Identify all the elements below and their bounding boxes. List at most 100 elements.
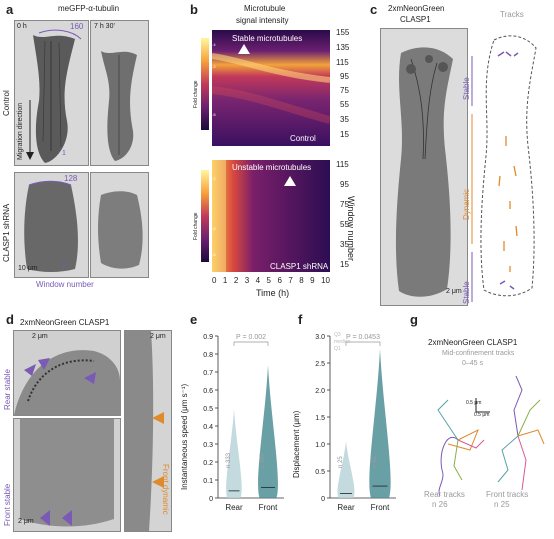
window-number-label: Window number	[36, 280, 94, 289]
y-tick-label: 3.0	[315, 334, 325, 341]
top-cbar-tick-0: 1.4	[210, 42, 216, 47]
panel-e-label: e	[190, 312, 198, 327]
time-right: 7 h 30'	[94, 23, 115, 30]
x-category-label: Front	[259, 503, 278, 512]
n-rear-text: n 333	[226, 452, 232, 468]
scale-y-label: 0.5 μm	[466, 400, 482, 406]
violin-shape	[369, 348, 391, 498]
migration-arrow-icon	[26, 100, 34, 160]
n-front-text: n 848	[260, 452, 266, 468]
legend-q3: Q3	[334, 332, 341, 338]
rear-tracks-label: Rear tracks	[424, 490, 465, 499]
window-128: 128	[64, 174, 78, 183]
window-1b: 1	[62, 262, 66, 269]
window-160: 160	[70, 22, 84, 31]
y-tick-label: 1.0	[315, 442, 325, 449]
top-ytick-5: 55	[340, 100, 349, 109]
panel-g-title: 2xmNeonGreen CLASP1	[428, 338, 518, 347]
bottom-ytick-0: 115	[336, 160, 349, 169]
colorbar-label-top: Fold change	[193, 80, 199, 108]
panel-c-scale-bar: 2 μm	[446, 288, 462, 295]
y-tick-label: 2.5	[315, 361, 325, 368]
y-tick-label: 1.5	[315, 415, 325, 422]
migration-direction-label: Migration direction	[17, 102, 24, 160]
xtick-5: 5	[266, 276, 271, 285]
x-category-label: Rear	[337, 503, 355, 512]
control-cell-7h	[90, 20, 149, 166]
top-ytick-4: 75	[340, 86, 349, 95]
shrna-tag: CLASP1 shRNA	[270, 262, 329, 271]
xtick-8: 8	[299, 276, 304, 285]
xtick-0: 0	[212, 276, 217, 285]
n-rear-text: n 25	[338, 456, 344, 468]
x-category-label: Front	[371, 503, 390, 512]
bottom-ytick-2: 75	[340, 200, 349, 209]
tracks-outline	[480, 35, 537, 297]
stable-arrowhead-icon	[238, 44, 250, 54]
p-value-text: P = 0.0453	[346, 334, 380, 341]
panel-g-label: g	[410, 312, 418, 327]
y-tick-label: 2.0	[315, 388, 325, 395]
displacement-violin-chart: 0 0.5 1.0 1.5 2.0 2.5 3.0 Rear Front P = 0.0453 n…	[315, 332, 396, 512]
xtick-10: 10	[321, 276, 330, 285]
speed-violin-chart: 0 0.1 0.2 0.3 0.4 0.5 0.6 0.7 0.8 0.9 Rear Front P …	[203, 334, 284, 512]
panel-g-subtitle-1: Mid-confinement tracks	[442, 350, 515, 357]
violin-shape	[258, 365, 278, 498]
shrna-colorbar	[201, 170, 209, 262]
panel-d-title: 2xmNeonGreen CLASP1	[20, 318, 110, 327]
xtick-4: 4	[255, 276, 261, 285]
top-cbar-tick-3: 0.8	[210, 112, 216, 117]
colorbar-label-bottom: Fold change	[193, 212, 199, 240]
p-value-bracket	[345, 341, 381, 346]
front-stable-arrowheads	[40, 510, 72, 526]
displacement-y-axis-label: Displacement (μm)	[292, 410, 301, 478]
panel-d-scale-bar-1: 2 μm	[32, 333, 48, 340]
violin-shape	[226, 408, 242, 498]
front-dynamic-arrowheads	[152, 412, 164, 488]
xtick-9: 9	[310, 276, 315, 285]
bottom-ytick-1: 95	[340, 180, 349, 189]
front-dynamic-label: Front dynamic	[161, 464, 170, 515]
panel-g-subtitle-2: 0–45 s	[462, 360, 484, 367]
bottom-ytick-3: 55	[340, 220, 349, 229]
panel-a-title: meGFP-α-tubulin	[58, 4, 120, 13]
control-tag: Control	[290, 134, 316, 143]
shrna-kymograph	[212, 160, 330, 272]
front-stable-label: Front stable	[3, 483, 12, 526]
top-ytick-1: 135	[336, 43, 350, 52]
panel-b-label: b	[190, 2, 198, 17]
xtick-3: 3	[244, 276, 250, 285]
y-tick-label: 0.5	[315, 469, 325, 476]
xtick-7: 7	[288, 276, 293, 285]
panel-b-title-1: Microtubule	[244, 4, 286, 13]
control-kymograph	[212, 30, 330, 146]
rear-stable-label: Rear stable	[3, 369, 12, 410]
panel-d-scale-bar-3: 2 μm	[150, 333, 166, 340]
control-row-label: Control	[2, 90, 11, 116]
front-tracks-n: n 25	[494, 500, 510, 509]
top-cbar-tick-2: 1	[210, 88, 213, 93]
tracks-title: Tracks	[500, 10, 524, 19]
panel-b-xticks: 0 1 2 3 4 5 6 7 8 9 10	[212, 276, 330, 285]
panel-c-title-1: 2xmNeonGreen	[388, 4, 445, 13]
y-tick-label: 0.1	[203, 478, 213, 485]
top-ytick-3: 95	[340, 72, 349, 81]
time-left: 0 h	[17, 23, 27, 30]
front-dynamic-image	[124, 330, 172, 532]
legend-median: median	[334, 339, 351, 345]
p-value-bracket	[233, 341, 269, 346]
window-1a: 1	[62, 150, 66, 157]
xtick-1: 1	[222, 276, 228, 285]
p-value-text: P = 0.002	[236, 334, 266, 341]
rear-tracks-n: n 26	[432, 500, 448, 509]
region-brackets	[471, 56, 473, 302]
bottom-cbar-tick-0: 1.2	[210, 176, 216, 181]
clasp1-cell-image	[380, 28, 468, 306]
y-tick-label: 0.2	[203, 460, 213, 467]
y-tick-label: 0	[209, 496, 213, 503]
panel-a-scale-bar: 10 μm	[18, 265, 38, 272]
xtick-6: 6	[277, 276, 282, 285]
bottom-cbar-tick-1: 1	[210, 200, 213, 205]
y-tick-label: 0.4	[203, 424, 213, 431]
window-number-axis-label: Window number	[346, 196, 356, 262]
